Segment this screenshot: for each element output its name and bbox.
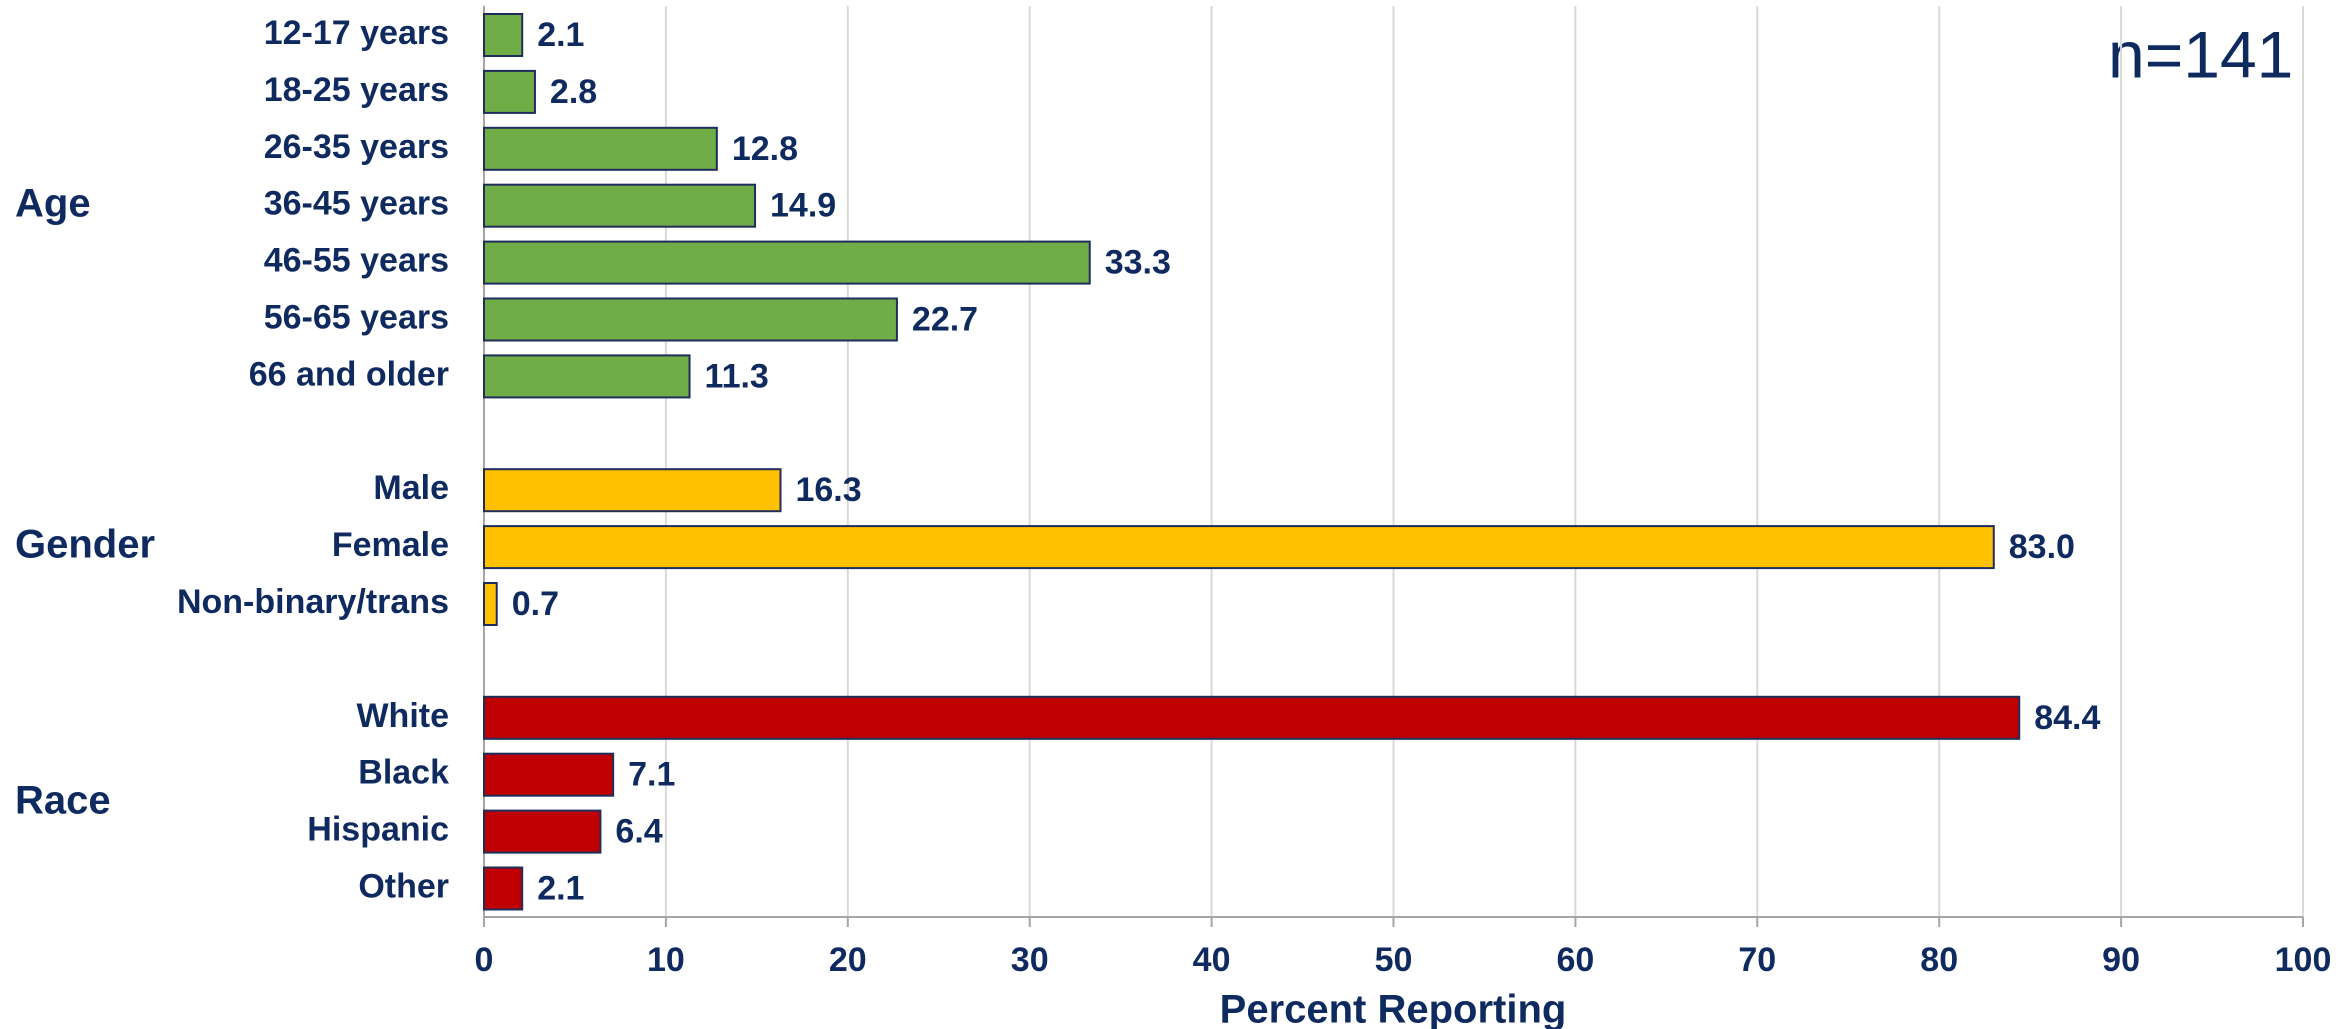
x-tick-label: 60 [1556,941,1594,979]
y-tick-label: White [356,697,449,735]
value-label: 0.7 [512,585,559,623]
bar [483,13,524,57]
annotation: n=141 [2108,17,2293,91]
x-axis-title: Percent Reporting [1220,988,1567,1029]
x-tick-label: 40 [1193,941,1231,979]
value-label: 16.3 [795,471,861,509]
x-tick-label: 20 [829,941,867,979]
value-label: 6.4 [615,813,662,851]
bar [483,866,524,911]
y-tick-label: Male [373,469,449,507]
x-tick-label: 50 [1375,941,1413,979]
y-tick-label: 26-35 years [264,128,449,166]
bar [483,183,757,228]
group-label: Race [15,779,111,823]
value-label: 11.3 [705,357,769,395]
value-label: 2.8 [550,73,597,111]
x-tick-label: 90 [2102,941,2140,979]
bar [483,582,498,626]
y-tick-label: 36-45 years [264,185,449,223]
bar [483,354,691,399]
y-tick-label: Hispanic [307,811,449,849]
bar [483,240,1091,285]
x-tick-label: 70 [1738,941,1776,979]
x-tick-label: 80 [1920,941,1958,979]
y-tick-label: 46-55 years [264,242,449,280]
group-label: Age [15,181,91,225]
value-label: 2.1 [537,16,584,54]
y-tick-label: Black [358,754,449,792]
value-label: 83.0 [2009,528,2075,566]
value-label: 12.8 [732,130,798,168]
x-tick-label: 10 [647,941,685,979]
bar [483,752,615,797]
group-label: Gender [15,523,155,567]
bar [483,468,782,513]
bar [483,126,718,171]
bar [483,525,1995,570]
value-label: 14.9 [770,187,836,225]
y-tick-label: Non-binary/trans [177,583,449,621]
bar [483,695,2021,740]
value-label: 7.1 [628,756,675,794]
x-tick-label: 100 [2275,941,2332,979]
y-tick-label: 12-17 years [264,14,449,52]
value-label: 33.3 [1105,244,1171,282]
y-tick-label: 56-65 years [264,298,449,336]
bar [483,809,602,854]
x-tick-label: 30 [1011,941,1049,979]
bar [483,297,898,342]
y-tick-label: 18-25 years [264,71,449,109]
value-label: 22.7 [912,300,978,338]
value-label: 2.1 [537,869,584,907]
x-tick-label: 0 [475,941,494,979]
value-label: 84.4 [2034,699,2100,737]
y-tick-label: Other [358,867,449,905]
bar [483,69,536,114]
y-tick-label: Female [332,526,449,564]
y-tick-label: 66 and older [249,355,449,393]
